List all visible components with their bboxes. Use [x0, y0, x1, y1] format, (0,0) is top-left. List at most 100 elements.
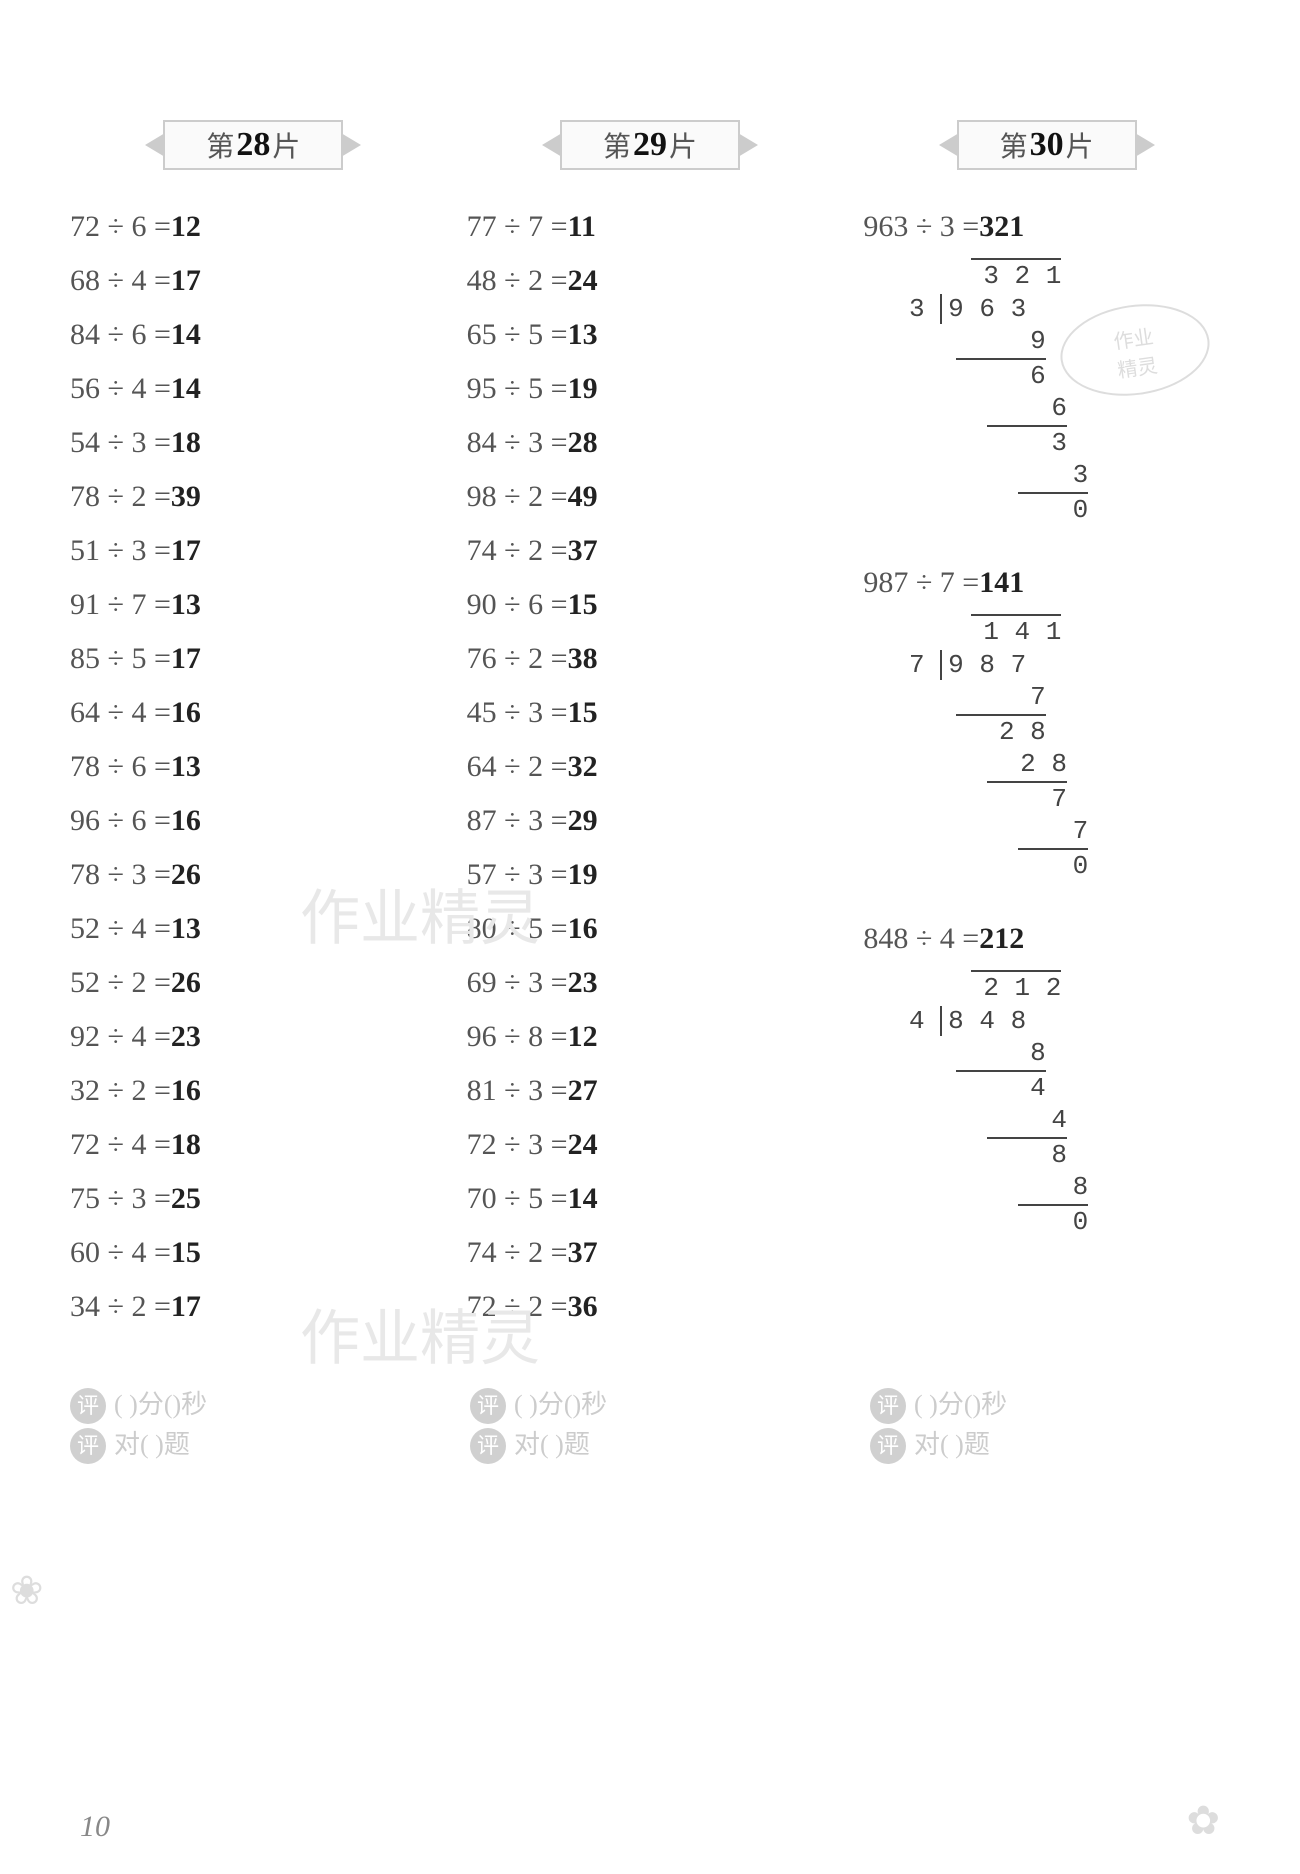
equation: 78 ÷ 3 =26	[70, 858, 201, 892]
equation: 72 ÷ 6 =12	[70, 210, 201, 244]
equation: 81 ÷ 3 =27	[467, 1074, 598, 1108]
banner-number: 29	[633, 126, 667, 164]
equation-expr: 56 ÷ 4 =	[70, 372, 171, 405]
column: 第30片 963 ÷ 3 =321 3 2 1 3 9 6 3 9 6 6 3 3…	[863, 120, 1230, 1344]
equation-expr: 64 ÷ 2 =	[467, 750, 568, 783]
equation-expr: 34 ÷ 2 =	[70, 1290, 171, 1323]
long-division: 1 4 1 7 9 8 7 7 2 8 2 8 7 7 0	[893, 614, 1088, 882]
equation: 87 ÷ 3 =29	[467, 804, 598, 838]
footer-badge: 评	[870, 1428, 906, 1464]
equation: 64 ÷ 2 =32	[467, 750, 598, 784]
equation-answer: 24	[568, 1128, 598, 1161]
equation-answer: 15	[568, 696, 598, 729]
equation-answer: 12	[171, 210, 201, 243]
footer-badge: 评	[470, 1428, 506, 1464]
footer-score: 对( )题	[914, 1430, 990, 1459]
footer-timing: ( )分()秒	[514, 1390, 607, 1419]
division-answer: 212	[979, 922, 1024, 955]
division-answer: 321	[979, 210, 1024, 243]
long-division: 2 1 2 4 8 4 8 8 4 4 8 8 0	[893, 970, 1088, 1238]
equation-expr: 60 ÷ 4 =	[70, 1236, 171, 1269]
banner-suf: 片	[669, 125, 697, 165]
equation: 34 ÷ 2 =17	[70, 1290, 201, 1324]
equation-answer: 13	[568, 318, 598, 351]
equation-answer: 16	[568, 912, 598, 945]
equation-answer: 14	[568, 1182, 598, 1215]
equation: 74 ÷ 2 =37	[467, 1236, 598, 1270]
equation-expr: 98 ÷ 2 =	[467, 480, 568, 513]
banner-suf: 片	[1066, 125, 1094, 165]
section-banner: 第30片	[957, 120, 1137, 170]
equation-expr: 32 ÷ 2 =	[70, 1074, 171, 1107]
division-expr: 848 ÷ 4 =	[863, 922, 979, 955]
equation: 78 ÷ 2 =39	[70, 480, 201, 514]
equation-expr: 80 ÷ 5 =	[467, 912, 568, 945]
equation-expr: 81 ÷ 3 =	[467, 1074, 568, 1107]
equation-expr: 45 ÷ 3 =	[467, 696, 568, 729]
equation: 96 ÷ 6 =16	[70, 804, 201, 838]
equation: 32 ÷ 2 =16	[70, 1074, 201, 1108]
equation-answer: 17	[171, 1290, 201, 1323]
equation-answer: 27	[568, 1074, 598, 1107]
equation-answer: 18	[171, 1128, 201, 1161]
equation-answer: 16	[171, 696, 201, 729]
equation-expr: 90 ÷ 6 =	[467, 588, 568, 621]
footer-badge: 评	[870, 1388, 906, 1424]
equation: 91 ÷ 7 =13	[70, 588, 201, 622]
footer-cell: 评( )分()秒评对( )题	[70, 1384, 430, 1464]
division-header: 987 ÷ 7 =141	[863, 566, 1024, 600]
equation-answer: 26	[171, 858, 201, 891]
equation: 78 ÷ 6 =13	[70, 750, 201, 784]
equation-expr: 68 ÷ 4 =	[70, 264, 171, 297]
division-header: 963 ÷ 3 =321	[863, 210, 1024, 244]
banner-suf: 片	[272, 125, 300, 165]
equation-answer: 17	[171, 642, 201, 675]
equation-answer: 13	[171, 750, 201, 783]
equation-expr: 96 ÷ 8 =	[467, 1020, 568, 1053]
equation-expr: 78 ÷ 3 =	[70, 858, 171, 891]
equation-expr: 64 ÷ 4 =	[70, 696, 171, 729]
equation-expr: 72 ÷ 3 =	[467, 1128, 568, 1161]
footer-cell: 评( )分()秒评对( )题	[470, 1384, 830, 1464]
banner-pre: 第	[603, 125, 631, 165]
equation-answer: 14	[171, 318, 201, 351]
banner-number: 30	[1030, 126, 1064, 164]
footer-timing: ( )分()秒	[914, 1390, 1007, 1419]
equation-expr: 87 ÷ 3 =	[467, 804, 568, 837]
long-division: 3 2 1 3 9 6 3 9 6 6 3 3 0	[893, 258, 1088, 526]
footer-badge: 评	[70, 1388, 106, 1424]
equation-expr: 74 ÷ 2 =	[467, 534, 568, 567]
equation-answer: 16	[171, 1074, 201, 1107]
division-header: 848 ÷ 4 =212	[863, 922, 1024, 956]
equation-expr: 92 ÷ 4 =	[70, 1020, 171, 1053]
equation-answer: 38	[568, 642, 598, 675]
equation-expr: 78 ÷ 6 =	[70, 750, 171, 783]
section-banner: 第29片	[560, 120, 740, 170]
equation-answer: 36	[568, 1290, 598, 1323]
footer-timing: ( )分()秒	[114, 1390, 207, 1419]
flower-icon: ❀	[10, 1567, 44, 1614]
content-columns: 第28片72 ÷ 6 =1268 ÷ 4 =1784 ÷ 6 =1456 ÷ 4…	[70, 120, 1230, 1344]
equation: 96 ÷ 8 =12	[467, 1020, 598, 1054]
equation-answer: 23	[171, 1020, 201, 1053]
equation: 56 ÷ 4 =14	[70, 372, 201, 406]
equation: 60 ÷ 4 =15	[70, 1236, 201, 1270]
equation: 77 ÷ 7 =11	[467, 210, 596, 244]
equation-expr: 48 ÷ 2 =	[467, 264, 568, 297]
equation: 52 ÷ 4 =13	[70, 912, 201, 946]
equation: 64 ÷ 4 =16	[70, 696, 201, 730]
equation: 72 ÷ 3 =24	[467, 1128, 598, 1162]
equation: 72 ÷ 4 =18	[70, 1128, 201, 1162]
equation-expr: 96 ÷ 6 =	[70, 804, 171, 837]
equation: 45 ÷ 3 =15	[467, 696, 598, 730]
equation: 48 ÷ 2 =24	[467, 264, 598, 298]
page-number: 10	[80, 1810, 110, 1844]
equation-answer: 13	[171, 588, 201, 621]
equation-expr: 84 ÷ 3 =	[467, 426, 568, 459]
footer-score: 对( )题	[514, 1430, 590, 1459]
equation-expr: 75 ÷ 3 =	[70, 1182, 171, 1215]
equation-expr: 70 ÷ 5 =	[467, 1182, 568, 1215]
equation-answer: 12	[568, 1020, 598, 1053]
equation-answer: 11	[568, 210, 596, 243]
section-banner: 第28片	[163, 120, 343, 170]
